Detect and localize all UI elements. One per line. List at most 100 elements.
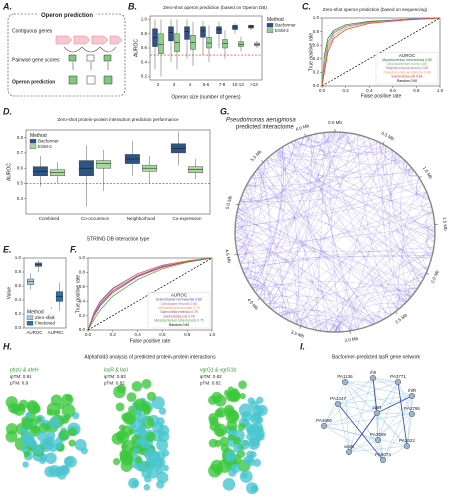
residue-blob (61, 416, 70, 424)
genome-tick (257, 297, 261, 301)
interaction-chord (280, 284, 420, 317)
legend-label: Citrobacter freundii 0.80 (161, 302, 197, 306)
interaction-chord (270, 306, 304, 328)
legend-label: Mycobacterium tuberculosis 0.89 (382, 58, 432, 62)
legend-swatch (266, 28, 274, 33)
interaction-chord (334, 131, 362, 143)
genome-tick (261, 159, 264, 163)
interaction-chord (234, 166, 262, 229)
panel-label: B. (128, 1, 137, 11)
interaction-chord (247, 164, 263, 185)
plot-frame (23, 257, 67, 329)
y-tick-label: 0.2 (141, 74, 148, 79)
interaction-chord (234, 202, 246, 233)
interaction-chord (263, 161, 414, 178)
y-axis-label: Value (6, 287, 12, 300)
network-edge (382, 395, 413, 461)
node-label: lasR (372, 405, 382, 410)
residue-blob (128, 428, 135, 435)
residue-blob (256, 404, 268, 416)
y-tick-label: 0.4 (313, 56, 320, 61)
genome-tick-label: 3.0 Mb (344, 336, 359, 343)
x-tick-label: Co-expression (172, 216, 202, 221)
interaction-chord (269, 160, 406, 308)
network-edge (344, 381, 350, 453)
panel-label: G. (220, 106, 230, 116)
interaction-chord (241, 174, 256, 197)
residue-blob (162, 464, 169, 472)
interaction-chord (243, 132, 346, 273)
y-tick-label: 0.8 (15, 269, 22, 274)
residue-blob (113, 458, 121, 466)
interaction-chord (333, 266, 429, 333)
interaction-chord (319, 133, 390, 154)
legend-label: Finetuned (35, 320, 56, 325)
interaction-chord (235, 215, 242, 221)
interaction-chord (275, 151, 436, 232)
residue-blob (131, 381, 143, 392)
interaction-chord (235, 236, 371, 326)
interaction-chord (240, 188, 250, 201)
interaction-chord (405, 254, 433, 303)
interaction-chord (235, 155, 400, 242)
interaction-chord (270, 307, 303, 327)
interaction-chord (235, 245, 249, 274)
interaction-chord (237, 174, 256, 210)
interaction-chord (238, 206, 320, 331)
interaction-chord (235, 207, 245, 226)
interaction-chord (262, 299, 281, 316)
genome-tick (299, 325, 302, 329)
score-label: ipTM: 0.82 (200, 374, 222, 379)
residue-blob (245, 423, 255, 433)
genome-tick-label: 1.0 Mb (422, 166, 434, 181)
y-tick-label: 0.6 (15, 283, 22, 288)
interaction-chord (372, 307, 399, 325)
interaction-chord (383, 276, 425, 320)
interaction-chord (379, 142, 432, 259)
interaction-chord (356, 134, 392, 315)
interaction-chord (391, 149, 407, 164)
interaction-chord (235, 224, 243, 239)
interaction-chord (362, 135, 428, 270)
residue-blob (151, 396, 165, 410)
network-node (409, 393, 416, 400)
network-node (374, 410, 381, 417)
network-node (375, 437, 382, 444)
interaction-chord (379, 142, 405, 161)
score-label: ipTM: 0.91 (10, 374, 32, 379)
interaction-chord (270, 149, 393, 309)
residue-blob (227, 433, 235, 441)
interaction-chord (237, 169, 262, 257)
interaction-chord (337, 319, 372, 333)
y-tick-label: 1.0 (313, 15, 320, 20)
x-tick-label: AUROC (26, 330, 43, 335)
interaction-chord (422, 247, 434, 270)
legend-box (375, 52, 439, 85)
genome-tick-label: 5.5 Mb (249, 149, 263, 163)
interaction-chord (305, 319, 351, 331)
interaction-chord (415, 177, 434, 217)
residue-blob (241, 411, 252, 422)
interaction-chord (234, 235, 247, 266)
residue-blob (32, 404, 41, 414)
network-edge (323, 425, 384, 461)
box (158, 33, 164, 54)
interaction-chord (236, 212, 248, 256)
interaction-chord (406, 162, 430, 201)
y-axis-label: AUROC (6, 163, 12, 181)
interaction-chord (237, 210, 344, 332)
interaction-chord (390, 300, 407, 316)
network-edge-strong (372, 377, 378, 414)
y-axis-label: True positive rate (308, 33, 314, 72)
roc-curve (321, 17, 441, 87)
interaction-chord (238, 139, 297, 205)
interaction-chord (314, 323, 337, 333)
interaction-chord (234, 163, 265, 233)
interaction-chord (320, 323, 341, 332)
residue-blob (255, 435, 262, 442)
interaction-chord (260, 132, 344, 299)
interaction-chord (342, 132, 429, 198)
node-label: rhlI (370, 370, 376, 375)
interaction-chord (234, 232, 353, 331)
title-tab (38, 11, 96, 20)
